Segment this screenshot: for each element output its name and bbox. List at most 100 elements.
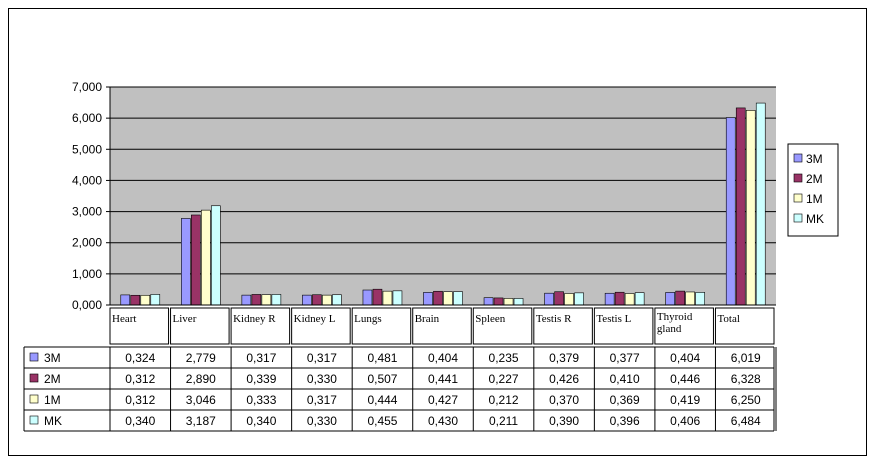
bar [493,297,504,306]
y-tick-label: 2,000 [72,236,102,250]
table-value-cell: 0,330 [307,414,337,428]
table-value-cell: 6,250 [731,393,761,407]
table-value-cell: 0,507 [367,372,397,386]
bar [312,294,322,306]
table-value-cell: 0,317 [307,351,337,365]
y-tick-label: 4,000 [72,173,102,187]
table-value-cell: 0,317 [307,393,337,407]
category-header-cell [714,307,775,345]
bar [624,293,635,306]
category-header-cell [291,307,351,345]
category-header-cell [412,307,472,345]
table-value-cell: 6,019 [731,351,761,365]
bar [120,294,131,306]
bar [201,209,211,306]
table-value-cell: 0,410 [610,372,640,386]
table-value-cell: 0,419 [670,393,700,407]
table-value-cell: 0,481 [367,351,397,365]
table-value-cell: 0,340 [125,414,155,428]
bar [211,205,221,306]
table-series-label: 2M [44,372,61,386]
y-tick-label: 6,000 [72,111,102,125]
table-value-cell: 0,312 [125,372,155,386]
category-label: Total [717,313,739,325]
y-tick-label: 3,000 [72,205,102,219]
table-legend-swatch [29,352,39,362]
table-value-cell: 0,427 [428,393,458,407]
category-label: Spleen [475,313,505,325]
table-value-cell: 2,890 [186,372,216,386]
bar [443,291,453,306]
table-value-cell: 0,379 [549,351,579,365]
table-value-cell: 0,377 [610,351,640,365]
table-value-cell: 0,330 [307,372,337,386]
legend-label: MK [806,212,824,226]
bar [503,298,514,306]
table-value-cell: 2,779 [186,351,216,365]
legend-swatch [793,173,803,183]
bar [261,294,272,306]
table-series-label: 1M [44,393,61,407]
legend-swatch [793,213,803,223]
table-value-cell: 0,430 [428,414,458,428]
bar [241,294,252,306]
category-header-cell [472,307,533,345]
category-header-cell [351,307,412,345]
bar [483,297,494,306]
legend-swatch [793,193,803,203]
bar [614,291,625,306]
category-label-line: Thyroid [657,311,693,323]
category-header-cell [533,307,593,345]
category-label: Brain [415,313,440,325]
table-value-cell: 3,187 [186,414,216,428]
bar [130,294,141,306]
table-value-cell: 6,328 [731,372,761,386]
table-value-cell: 0,406 [670,414,700,428]
bar [725,117,736,306]
category-label: Testis L [596,313,631,325]
table-value-cell: 0,404 [428,351,458,365]
table-value-cell: 0,444 [367,393,397,407]
bar [554,291,564,306]
bar [251,294,262,306]
table-value-cell: 0,227 [489,372,519,386]
table-value-cell: 0,369 [610,393,640,407]
chart-frame [8,8,867,456]
table-value-cell: 0,339 [246,372,276,386]
bar [755,102,766,306]
table-value-cell: 0,370 [549,393,579,407]
table-value-cell: 0,404 [670,351,700,365]
bar [745,110,756,306]
category-label: Kidney L [294,313,336,325]
y-tick-label: 1,000 [72,267,102,281]
y-tick-label: 5,000 [72,142,102,156]
legend-swatch [793,153,803,163]
category-header-cell [109,307,170,345]
bar [574,292,584,306]
table-value-cell: 0,340 [246,414,276,428]
table-legend-swatch [29,415,39,425]
plot-area [110,87,776,305]
table-series-label: 3M [44,351,61,365]
table-legend-swatch [29,394,39,404]
table-legend-swatch [29,373,39,383]
bar [433,290,443,306]
bar [372,288,383,306]
category-label: Liver [173,313,197,325]
table-value-cell: 3,046 [186,393,216,407]
table-value-cell: 0,324 [125,351,155,365]
y-tick-label: 7,000 [72,80,102,94]
bar [544,292,554,306]
category-label-line: gland [657,323,682,335]
table-value-cell: 0,441 [428,372,458,386]
bar [382,290,393,306]
y-tick-label: 0,000 [72,298,102,312]
legend-label: 3M [806,152,823,166]
table-value-cell: 0,312 [125,393,155,407]
bar [735,107,746,306]
bar [191,214,201,306]
table-value-cell: 0,333 [246,393,276,407]
bar [665,292,675,306]
bar [271,294,282,306]
